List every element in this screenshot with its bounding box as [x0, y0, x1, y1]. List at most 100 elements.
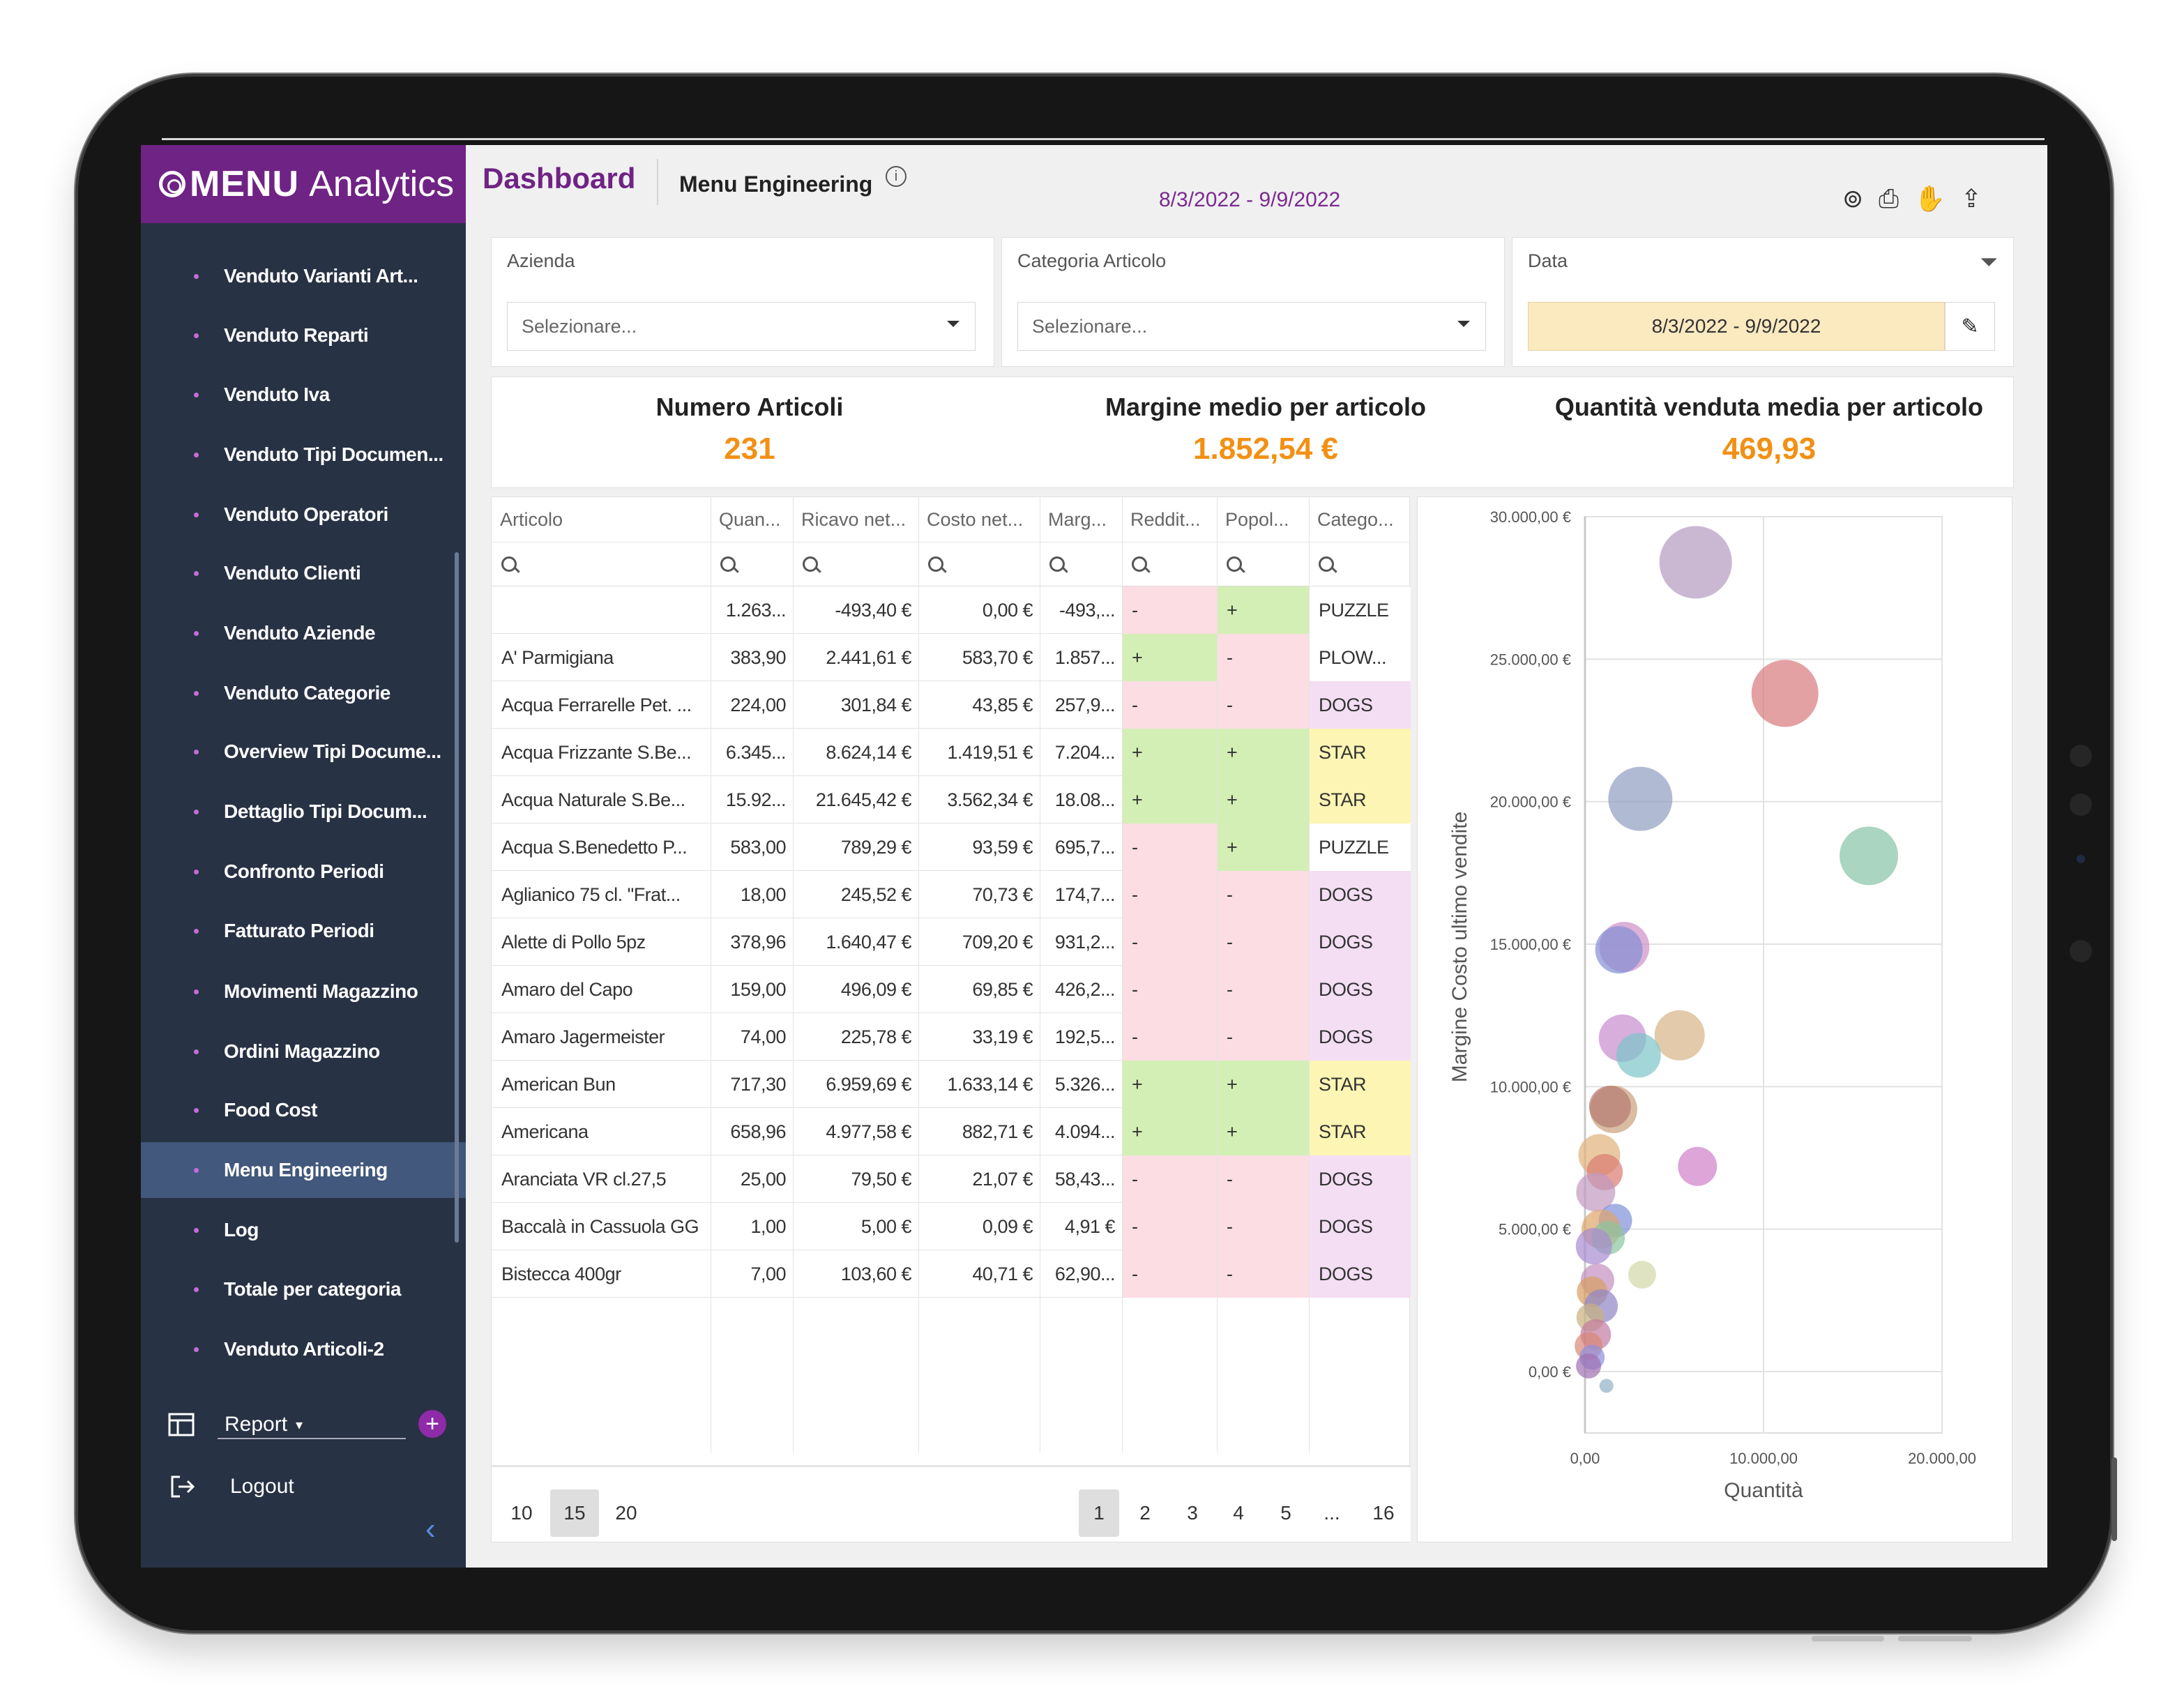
screen-top-line [162, 138, 2045, 140]
sidebar-scrollbar[interactable] [455, 552, 459, 1243]
column-header[interactable]: Reddit... [1130, 508, 1201, 530]
page-button[interactable]: 2 [1139, 1502, 1151, 1524]
column-header[interactable]: Marg... [1048, 508, 1107, 530]
table-row[interactable]: 1.263... -493,40 € 0,00 € -493,... - + PUZZLE [492, 586, 1411, 634]
edit-date-button[interactable]: ✎ [1945, 302, 1995, 351]
sidebar-item[interactable]: Venduto Varianti Art... [141, 248, 466, 304]
table-row[interactable]: Alette di Pollo 5pz 378,96 1.640,47 € 709,2… [492, 918, 1411, 966]
cell-reddit: - [1122, 824, 1217, 871]
page-button[interactable]: 5 [1280, 1502, 1291, 1524]
column-header[interactable]: Quan... [719, 508, 781, 530]
sidebar-item[interactable]: Confronto Periodi [141, 844, 466, 900]
cell-categoria: DOGS [1309, 1013, 1411, 1061]
table-row[interactable]: Bistecca 400gr 7,00 103,60 € 40,71 € 62,90..… [492, 1250, 1411, 1298]
cell-categoria: DOGS [1309, 918, 1411, 966]
sidebar-item[interactable]: Venduto Clienti [141, 545, 466, 601]
azienda-label: Azienda [507, 250, 575, 271]
column-header[interactable]: Popol... [1225, 508, 1289, 530]
collapse-sidebar-icon[interactable]: ‹ [425, 1512, 436, 1546]
azienda-select[interactable]: Selezionare... [507, 302, 976, 351]
bullet-icon [194, 749, 199, 754]
clear-filter-icon[interactable]: ⏷ [1980, 249, 1998, 274]
cell-marg: 174,7... [1054, 883, 1116, 905]
sidebar-item[interactable]: Totale per categoria [141, 1261, 466, 1317]
brand-logo-icon [159, 171, 185, 197]
cell-quan: 1,00 [750, 1215, 786, 1237]
brand[interactable]: MENU Analytics [141, 145, 466, 223]
bullet-icon [194, 630, 199, 636]
table-row[interactable]: Acqua Ferrarelle Pet. ... 224,00 301,84 € 4… [492, 681, 1411, 729]
sidebar-item-label: Log [224, 1219, 259, 1241]
dashboard-title[interactable]: Dashboard [483, 162, 636, 195]
bubble-point [1608, 766, 1673, 831]
search-icon[interactable] [1227, 556, 1242, 572]
table-row[interactable]: Aranciata VR cl.27,5 25,00 79,50 € 21,07 € 5… [492, 1155, 1411, 1203]
table-row[interactable]: Americana 658,96 4.977,58 € 882,71 € 4.094..… [492, 1108, 1411, 1155]
sidebar-item[interactable]: Log [141, 1202, 466, 1258]
sidebar-item[interactable]: Food Cost [141, 1082, 466, 1138]
cell-quan: 7,00 [750, 1263, 786, 1284]
page-button[interactable]: 3 [1187, 1502, 1198, 1524]
date-range-field[interactable]: 8/3/2022 - 9/9/2022 [1528, 302, 1945, 351]
cell-popol: - [1217, 871, 1309, 918]
toggle-icon[interactable]: ⊚ [1842, 184, 1864, 213]
kpi-value: 469,93 [1722, 432, 1817, 466]
cell-ricavo: 2.441,61 € [826, 646, 911, 668]
cell-costo: 1.419,51 € [947, 741, 1033, 763]
search-icon[interactable] [1319, 556, 1334, 572]
cell-costo: 709,20 € [962, 931, 1033, 953]
bullet-icon [194, 1346, 199, 1352]
sidebar-item[interactable]: Venduto Tipi Documen... [141, 427, 466, 483]
table-row[interactable]: Acqua Naturale S.Be... 15.92... 21.645,42 … [492, 776, 1411, 824]
cell-popol: - [1217, 634, 1309, 681]
page-button[interactable]: 16 [1372, 1502, 1395, 1524]
info-icon[interactable]: i [886, 166, 907, 187]
column-header[interactable]: Articolo [500, 508, 563, 530]
cell-ricavo: 5,00 € [860, 1215, 912, 1237]
sidebar-item[interactable]: Venduto Categorie [141, 665, 466, 721]
add-report-button[interactable]: + [418, 1410, 446, 1438]
table-row[interactable]: Acqua S.Benedetto P... 583,00 789,29 € 93,5… [492, 824, 1411, 871]
print-icon[interactable]: ⎙ [1879, 184, 1899, 213]
sidebar-item[interactable]: Venduto Aziende [141, 605, 466, 661]
cell-categoria: PUZZLE [1309, 824, 1411, 871]
table-row[interactable]: A' Parmigiana 383,90 2.441,61 € 583,70 € 1.8… [492, 634, 1411, 681]
page-button[interactable]: 4 [1233, 1502, 1244, 1524]
categoria-select[interactable]: Selezionare... [1017, 302, 1486, 351]
hand-icon[interactable]: ✋ [1913, 184, 1946, 213]
share-icon[interactable]: ⇪ [1960, 184, 1982, 213]
page-size-option[interactable]: 15 [550, 1489, 599, 1537]
sidebar-item[interactable]: Ordini Magazzino [141, 1024, 466, 1079]
search-icon[interactable] [1049, 556, 1065, 572]
page-size-option[interactable]: 10 [510, 1502, 533, 1524]
table-row[interactable]: Aglianico 75 cl. "Frat... 18,00 245,52 € 70… [492, 871, 1411, 918]
sidebar-item[interactable]: Venduto Articoli-2 [141, 1321, 466, 1377]
logout-button[interactable]: Logout [169, 1466, 294, 1508]
search-icon[interactable] [501, 556, 517, 572]
search-icon[interactable] [803, 556, 818, 572]
sidebar-item[interactable]: Dettaglio Tipi Docum... [141, 784, 466, 840]
table-row[interactable]: American Bun 717,30 6.959,69 € 1.633,14 € 5.… [492, 1061, 1411, 1108]
search-icon[interactable] [720, 556, 736, 572]
sidebar-item[interactable]: Movimenti Magazzino [141, 964, 466, 1019]
column-header[interactable]: Ricavo net... [801, 508, 907, 530]
table-row[interactable]: Baccalà in Cassuola GG 1,00 5,00 € 0,09 € 4,… [492, 1203, 1411, 1250]
page-size-option[interactable]: 20 [615, 1502, 637, 1524]
table-row[interactable]: Amaro del Capo 159,00 496,09 € 69,85 € 426,2… [492, 966, 1411, 1013]
page-button[interactable]: 1 [1079, 1489, 1119, 1537]
sidebar-item[interactable]: Overview Tipi Docume... [141, 724, 466, 780]
sidebar-item[interactable]: Venduto Operatori [141, 487, 466, 543]
column-header[interactable]: Costo net... [927, 508, 1024, 530]
cell-costo: 3.562,34 € [947, 789, 1033, 810]
sidebar-item[interactable]: Venduto Iva [141, 367, 466, 423]
table-row[interactable]: Amaro Jagermeister 74,00 225,78 € 33,19 € 19… [492, 1013, 1411, 1061]
cell-reddit: + [1122, 776, 1217, 824]
sidebar-report[interactable]: Report ▾ + [167, 1400, 446, 1449]
search-icon[interactable] [928, 556, 943, 572]
search-icon[interactable] [1132, 556, 1147, 572]
sidebar-item[interactable]: Fatturato Periodi [141, 903, 466, 959]
sidebar-item[interactable]: Menu Engineering [141, 1142, 466, 1198]
sidebar-item[interactable]: Venduto Reparti [141, 308, 466, 363]
table-row[interactable]: Acqua Frizzante S.Be... 6.345... 8.624,14 … [492, 729, 1411, 776]
column-header[interactable]: Catego... [1317, 508, 1394, 530]
